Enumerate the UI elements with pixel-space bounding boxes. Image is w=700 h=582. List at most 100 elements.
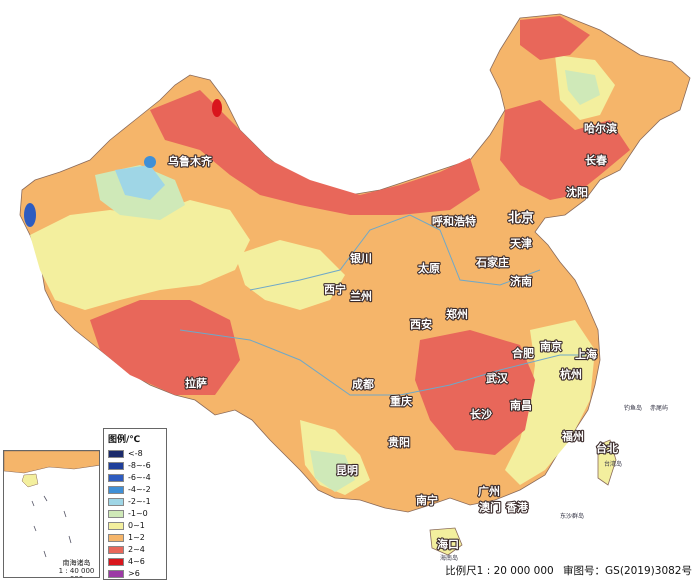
map-footer: 比例尺1 : 20 000 000 审图号：GS(2019)3082号 (445, 563, 692, 578)
inset-landmass (4, 451, 99, 474)
legend-item: -2~-1 (108, 496, 162, 507)
legend-rows: <-8 -8~-6 -6~-4 -4~-2 -2~-1 -1~0 0~1 1~2 2~4 4~6 >… (108, 448, 162, 579)
legend-swatch (108, 485, 124, 494)
inset-caption-scale: 1 : 40 000 000 (58, 567, 95, 577)
legend-item: -6~-4 (108, 472, 162, 483)
city-wuhan: 武汉 (486, 371, 509, 385)
city-urumqi: 乌鲁木齐 (168, 154, 213, 168)
city-chengdu: 成都 (352, 377, 374, 391)
south-china-sea-inset: 南海诸岛 1 : 40 000 000 (3, 450, 100, 578)
legend-label: <-8 (128, 449, 143, 458)
city-harbin: 哈尔滨 (584, 121, 617, 135)
legend-item: 4~6 (108, 556, 162, 567)
zone-0-1-south (505, 320, 595, 485)
label-hainan-island: 海南岛 (440, 554, 458, 562)
zone-2-4-north (150, 90, 480, 215)
city-hangzhou: 杭州 (560, 367, 582, 381)
legend-swatch (108, 533, 124, 542)
zone-minus2-minus1-tianshan (115, 165, 165, 200)
legend-label: -6~-4 (128, 473, 151, 482)
legend-item: <-8 (108, 448, 162, 459)
zone-2-4-northeast-top (520, 16, 590, 60)
legend-swatch (108, 473, 124, 482)
legend-swatch (108, 557, 124, 566)
legend-label: -4~-2 (128, 485, 151, 494)
city-zhengzhou: 郑州 (446, 307, 468, 321)
city-nanchang: 南昌 (510, 398, 532, 412)
map-number: 审图号：GS(2019)3082号 (563, 565, 692, 577)
legend-label: -8~-6 (128, 461, 151, 470)
zone-2-4-tibet (90, 300, 240, 395)
city-beijing: 北京 (508, 210, 534, 226)
city-kunming: 昆明 (336, 464, 358, 477)
inset-caption: 南海诸岛 1 : 40 000 000 (54, 559, 99, 577)
city-lhasa: 拉萨 (185, 376, 207, 390)
zone-minus6-minus4-west (24, 203, 36, 227)
city-taiyuan: 太原 (417, 261, 440, 275)
inset-islands (31, 495, 72, 558)
legend-swatch (108, 521, 124, 530)
legend-label: 2~4 (128, 545, 145, 554)
zone-2-4-central (415, 330, 535, 455)
legend-label: -2~-1 (128, 497, 151, 506)
legend-title: 图例/℃ (108, 435, 141, 445)
legend-swatch (108, 461, 124, 470)
yellow-river (249, 214, 541, 291)
city-shenyang: 沈阳 (566, 185, 588, 199)
hainan-island (429, 527, 463, 556)
taiwan-island (597, 439, 617, 486)
city-jinan: 济南 (510, 274, 532, 288)
city-haikou: 海口 (437, 537, 459, 551)
zone-4-6-north-spot (212, 99, 222, 117)
city-shanghai: 上海 (575, 347, 597, 361)
city-changsha: 长沙 (470, 407, 492, 421)
label-diaoyu: 钓鱼岛 (624, 404, 642, 412)
legend-item: 0~1 (108, 520, 162, 531)
city-hohhot: 呼和浩特 (432, 214, 476, 228)
legend-item: -8~-6 (108, 460, 162, 471)
legend-swatch (108, 545, 124, 554)
zone-minus4-minus2-spot (144, 156, 156, 168)
city-guiyang: 贵阳 (388, 435, 410, 449)
city-lanzhou: 兰州 (350, 289, 372, 303)
label-dongsha: 东沙群岛 (560, 512, 584, 520)
small-labels: 钓鱼岛 赤尾屿 台湾岛 东沙群岛 海南岛 (440, 404, 668, 562)
city-tianjin: 天津 (510, 236, 532, 250)
zone-2-4-northeast (500, 100, 630, 200)
inset-hainan (21, 473, 39, 488)
yangtze-river (179, 329, 585, 396)
legend: 图例/℃ <-8 -8~-6 -6~-4 -4~-2 -2~-1 -1~0 0~1 1~2 2~… (103, 428, 167, 580)
legend-swatch (108, 569, 124, 578)
city-nanning: 南宁 (416, 493, 438, 507)
city-guangzhou: 广州 (478, 484, 500, 498)
city-fuzhou: 福州 (561, 429, 584, 443)
zone-minus1-0-south (310, 450, 355, 492)
inset-map (4, 451, 99, 558)
legend-swatch (108, 497, 124, 506)
zone-minus1-0-northeast (565, 70, 600, 105)
label-taiwan-island: 台湾岛 (604, 460, 622, 468)
city-labels: 乌鲁木齐 哈尔滨 长春 沈阳 呼和浩特 北京 天津 银川 太原 石家庄 济南 西… (167, 120, 619, 552)
legend-item: 2~4 (108, 544, 162, 555)
zone-0-1-west (30, 200, 250, 310)
inset-caption-name: 南海诸岛 (62, 559, 91, 567)
legend-item: -4~-2 (108, 484, 162, 495)
legend-label: 1~2 (128, 533, 145, 542)
city-hefei: 合肥 (512, 346, 534, 360)
city-chongqing: 重庆 (390, 394, 412, 408)
legend-label: -1~0 (128, 509, 148, 518)
city-nanjing: 南京 (540, 339, 562, 353)
city-hongkong: 香港 (505, 500, 529, 514)
city-shijiazhuang: 石家庄 (475, 255, 509, 269)
legend-label: 4~6 (128, 557, 145, 566)
legend-item: 1~2 (108, 532, 162, 543)
city-taipei: 台北 (596, 441, 618, 455)
legend-label: 0~1 (128, 521, 145, 530)
legend-swatch (108, 509, 124, 518)
city-xian: 西安 (410, 317, 432, 331)
label-chiweiyu: 赤尾屿 (650, 404, 668, 412)
city-changchun: 长春 (585, 153, 608, 167)
city-xining: 西宁 (324, 282, 346, 296)
legend-swatch (108, 449, 124, 458)
